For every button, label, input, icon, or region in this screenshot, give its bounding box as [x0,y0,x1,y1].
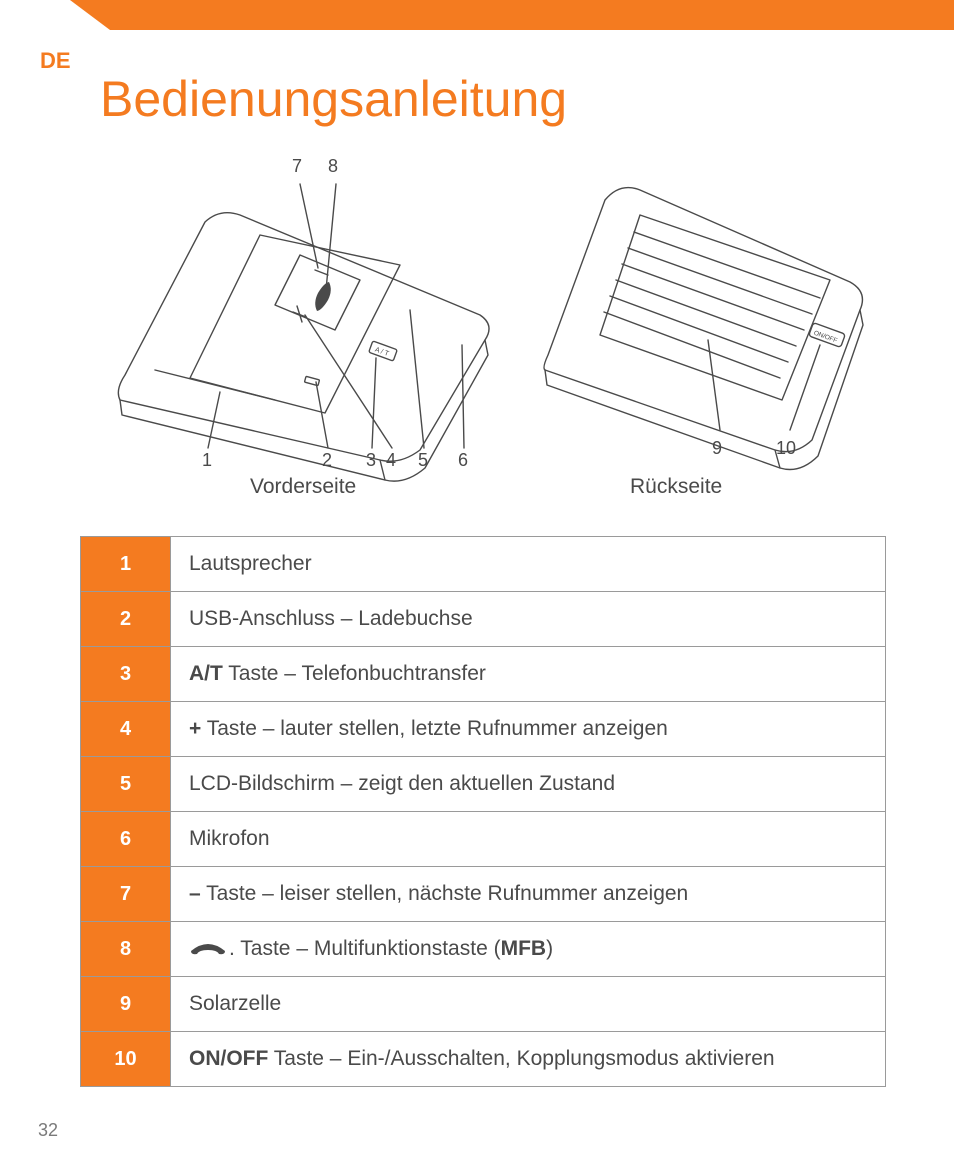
callout-1: 1 [202,450,212,471]
page-title: Bedienungsanleitung [100,70,567,128]
legend-description: USB-Anschluss – Ladebuchse [171,592,886,647]
callout-4: 4 [386,450,396,471]
legend-description: Lautsprecher [171,537,886,592]
page-number: 32 [38,1120,58,1141]
legend-description: + Taste – lauter stellen, letzte Rufnumm… [171,702,886,757]
table-row: 10ON/OFF Taste – Ein-/Ausschalten, Koppl… [81,1032,886,1087]
header-accent-triangle [70,0,110,30]
device-front-diagram: A / T [100,160,500,500]
callout-10: 10 [776,438,796,459]
callout-6: 6 [458,450,468,471]
legend-description: Solarzelle [171,977,886,1032]
legend-number: 10 [81,1032,171,1087]
table-row: 2USB-Anschluss – Ladebuchse [81,592,886,647]
legend-number: 9 [81,977,171,1032]
table-row: 3A/T Taste – Telefonbuchtransfer [81,647,886,702]
legend-description: – Taste – leiser stellen, nächste Rufnum… [171,867,886,922]
device-diagrams: A / T 7 8 1 2 3 4 5 6 [100,160,860,510]
callout-2: 2 [322,450,332,471]
back-caption: Rückseite [630,475,722,499]
legend-description: A/T Taste – Telefonbuchtransfer [171,647,886,702]
legend-number: 1 [81,537,171,592]
table-row: 1Lautsprecher [81,537,886,592]
table-row: 9Solarzelle [81,977,886,1032]
legend-description: LCD-Bildschirm – zeigt den aktuellen Zus… [171,757,886,812]
legend-description: . Taste – Multifunktionstaste (MFB) [171,922,886,977]
legend-number: 3 [81,647,171,702]
table-row: 4+ Taste – lauter stellen, letzte Rufnum… [81,702,886,757]
callout-5: 5 [418,450,428,471]
table-row: 5LCD-Bildschirm – zeigt den aktuellen Zu… [81,757,886,812]
header-accent-bar [110,0,954,30]
table-row: 7– Taste – leiser stellen, nächste Rufnu… [81,867,886,922]
language-code: DE [40,48,71,74]
legend-number: 4 [81,702,171,757]
callout-7: 7 [292,156,302,177]
legend-number: 6 [81,812,171,867]
legend-number: 2 [81,592,171,647]
callout-3: 3 [366,450,376,471]
legend-number: 8 [81,922,171,977]
callout-9: 9 [712,438,722,459]
device-back-diagram: ON/OFF [530,160,870,500]
legend-number: 7 [81,867,171,922]
legend-table: 1Lautsprecher2USB-Anschluss – Ladebuchse… [80,536,886,1087]
front-caption: Vorderseite [250,475,356,499]
table-row: 6Mikrofon [81,812,886,867]
table-row: 8. Taste – Multifunktionstaste (MFB) [81,922,886,977]
callout-8: 8 [328,156,338,177]
legend-number: 5 [81,757,171,812]
legend-description: ON/OFF Taste – Ein-/Ausschalten, Kopplun… [171,1032,886,1087]
legend-description: Mikrofon [171,812,886,867]
